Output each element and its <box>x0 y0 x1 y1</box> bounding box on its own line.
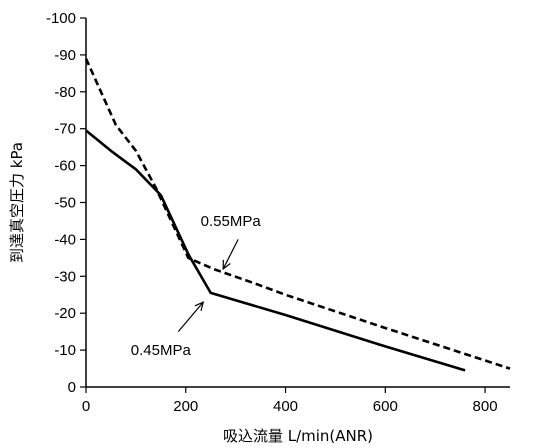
x-tick-label: 400 <box>273 398 298 415</box>
axes <box>85 18 510 388</box>
x-axis-title: 吸込流量 L/min(ANR) <box>223 427 373 445</box>
annotation-arrow-head <box>194 301 205 311</box>
y-tick-label: -90 <box>54 47 76 64</box>
y-tick-label: -10 <box>54 342 76 359</box>
y-tick-label: -80 <box>54 84 76 101</box>
y-tick-label: -30 <box>54 268 76 285</box>
x-tick-label: 0 <box>82 398 90 415</box>
annotation-arrow-head <box>222 259 231 271</box>
y-tick-label: -60 <box>54 158 76 175</box>
x-tick-label: 800 <box>473 398 498 415</box>
y-tick-label: -40 <box>54 231 76 248</box>
y-tick-label: 0 <box>68 379 76 396</box>
annotation-label: 0.45MPa <box>131 342 192 359</box>
series-line-0.45MPa <box>85 129 466 372</box>
annotation-arrow-shaft <box>222 239 239 270</box>
x-tick-label: 600 <box>373 398 398 415</box>
y-axis-title: 到達真空圧力 kPa <box>8 142 26 263</box>
series-lines <box>84 58 511 372</box>
annotation-label: 0.55MPa <box>201 213 262 230</box>
x-tick-label: 200 <box>173 398 198 415</box>
tick-marks <box>80 17 486 393</box>
x-tick-labels: 0 200 400 600 800 <box>82 398 498 415</box>
series-line-0.55MPa <box>84 58 511 370</box>
y-tick-label: -100 <box>46 10 76 27</box>
annotations: 0.55MPa 0.45MPa <box>131 213 262 359</box>
y-tick-labels: 0 -10 -20 -30 -40 -50 -60 -70 -80 -90 -100 <box>46 10 76 396</box>
y-tick-label: -70 <box>54 121 76 138</box>
annotation-arrow-shaft <box>177 301 204 333</box>
y-tick-label: -50 <box>54 195 76 212</box>
y-tick-label: -20 <box>54 305 76 322</box>
